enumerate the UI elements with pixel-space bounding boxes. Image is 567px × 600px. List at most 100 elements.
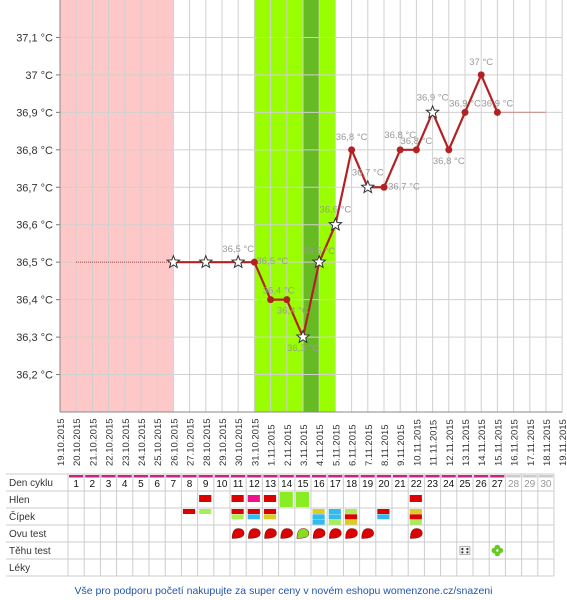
cipek-block bbox=[247, 514, 260, 520]
cycle-day-number: 15 bbox=[297, 479, 309, 490]
cipek-block bbox=[328, 519, 341, 525]
cycle-day-number: 1 bbox=[73, 479, 79, 490]
footer-promo-link[interactable]: Vše pro podporu početí nakupujte za supe… bbox=[74, 585, 493, 597]
cycle-day-marker bbox=[393, 475, 408, 478]
cycle-day-number: 18 bbox=[346, 479, 358, 490]
data-label: 36,9 °C bbox=[449, 98, 481, 109]
dot bbox=[466, 551, 469, 554]
cipek-block bbox=[182, 509, 196, 514]
cipek-block bbox=[263, 509, 277, 514]
x-tick-label: 5.11.2015 bbox=[331, 424, 342, 466]
cycle-day-number: 30 bbox=[540, 479, 552, 490]
cycle-day-marker bbox=[376, 475, 391, 478]
cycle-day-number: 17 bbox=[330, 479, 342, 490]
y-tick-label: 36,4 °C bbox=[16, 295, 53, 307]
cycle-day-number: 24 bbox=[443, 479, 455, 490]
cycle-day-number: 20 bbox=[378, 479, 390, 490]
x-tick-label: 16.11.2015 bbox=[510, 419, 521, 466]
dot-marker bbox=[348, 146, 356, 154]
star-marker bbox=[425, 104, 441, 119]
hlen-block bbox=[295, 492, 309, 507]
ovu-test-drop-icon bbox=[361, 528, 374, 539]
clover-icon bbox=[494, 550, 501, 557]
cycle-day-number: 12 bbox=[249, 479, 261, 490]
x-tick-label: 11.11.2015 bbox=[429, 420, 440, 466]
cycle-day-number: 16 bbox=[314, 479, 326, 490]
hlen-block bbox=[231, 495, 244, 502]
cycle-day-marker bbox=[117, 475, 132, 478]
data-label: 36,3 °C bbox=[287, 343, 319, 354]
cipek-block bbox=[409, 509, 422, 514]
cycle-day-marker bbox=[150, 475, 165, 478]
cipek-block bbox=[377, 514, 390, 520]
cycle-day-marker bbox=[231, 475, 246, 478]
cipek-block bbox=[377, 509, 390, 514]
cycle-day-marker bbox=[295, 475, 310, 478]
cipek-block bbox=[231, 509, 244, 514]
data-label: 36,8 °C bbox=[433, 156, 465, 167]
x-tick-label: 3.11.2015 bbox=[299, 424, 310, 466]
ovu-test-drop-icon bbox=[329, 528, 342, 539]
data-label: 36,7 °C bbox=[388, 181, 420, 192]
star-marker bbox=[360, 179, 376, 194]
hlen-block bbox=[199, 495, 212, 502]
data-label: 36,5 °C bbox=[222, 244, 254, 255]
cycle-day-number: 8 bbox=[187, 479, 193, 490]
data-label: 37 °C bbox=[469, 57, 493, 68]
cycle-day-number: 29 bbox=[524, 479, 536, 490]
cycle-day-number: 23 bbox=[427, 479, 439, 490]
dot-marker bbox=[477, 71, 485, 79]
clover-center bbox=[496, 549, 499, 552]
dot bbox=[461, 551, 464, 554]
cycle-table: Den cyklu Hlen Čípek Ovu test Těhu test Léky 1… bbox=[6, 473, 555, 577]
cycle-day-marker bbox=[474, 475, 489, 478]
cycle-day-number: 14 bbox=[281, 479, 293, 490]
cycle-day-marker bbox=[182, 475, 197, 478]
x-tick-label: 10.11.2015 bbox=[412, 419, 423, 466]
cipek-block bbox=[409, 519, 422, 525]
cycle-day-marker bbox=[344, 475, 359, 478]
cycle-day-number: 13 bbox=[265, 479, 277, 490]
x-tick-label: 4.11.2015 bbox=[315, 424, 326, 466]
dot-marker bbox=[396, 146, 404, 154]
x-tick-label: 13.11.2015 bbox=[461, 419, 472, 466]
x-tick-label: 26.10.2015 bbox=[169, 418, 180, 466]
y-tick-label: 36,2 °C bbox=[16, 370, 53, 382]
cipek-block bbox=[344, 509, 358, 514]
x-tick-label: 28.10.2015 bbox=[202, 418, 213, 466]
band-ovulation bbox=[303, 0, 320, 412]
dot-marker bbox=[283, 296, 291, 304]
cycle-day-number: 26 bbox=[476, 479, 488, 490]
ovu-test-drop-icon bbox=[410, 528, 423, 539]
dot-marker bbox=[380, 183, 388, 191]
hlen-block bbox=[247, 495, 260, 502]
cycle-day-number: 21 bbox=[395, 479, 407, 490]
table-row-label: Čípek bbox=[9, 510, 36, 523]
cycle-day-marker bbox=[490, 475, 505, 478]
star-marker bbox=[165, 254, 181, 269]
hlen-block bbox=[279, 492, 293, 507]
y-tick-label: 36,7 °C bbox=[16, 182, 53, 194]
table-row-label: Den cyklu bbox=[9, 478, 53, 489]
dot-marker bbox=[412, 146, 420, 154]
dot-marker bbox=[250, 258, 258, 266]
table-row-label: Těhu test bbox=[9, 546, 51, 557]
ovu-test-drop-icon bbox=[312, 528, 326, 539]
y-tick-label: 37 °C bbox=[25, 70, 53, 82]
ovu-test-drop-icon bbox=[264, 528, 277, 539]
cycle-day-number: 19 bbox=[362, 479, 374, 490]
cycle-day-marker bbox=[328, 475, 343, 478]
cycle-day-number: 7 bbox=[171, 479, 177, 490]
cipek-block bbox=[312, 519, 325, 525]
cycle-day-marker bbox=[166, 475, 181, 478]
data-label: 36,8 °C bbox=[401, 136, 433, 147]
star-marker bbox=[311, 254, 327, 269]
cycle-day-number: 10 bbox=[216, 479, 228, 490]
cycle-day-number: 6 bbox=[154, 479, 160, 490]
dots-icon bbox=[459, 546, 471, 555]
data-label: 36,9 °C bbox=[417, 92, 449, 103]
cycle-day-marker bbox=[425, 475, 440, 478]
cycle-day-number: 2 bbox=[90, 479, 96, 490]
cycle-day-marker bbox=[441, 475, 456, 478]
cycle-day-number: 4 bbox=[122, 479, 128, 490]
